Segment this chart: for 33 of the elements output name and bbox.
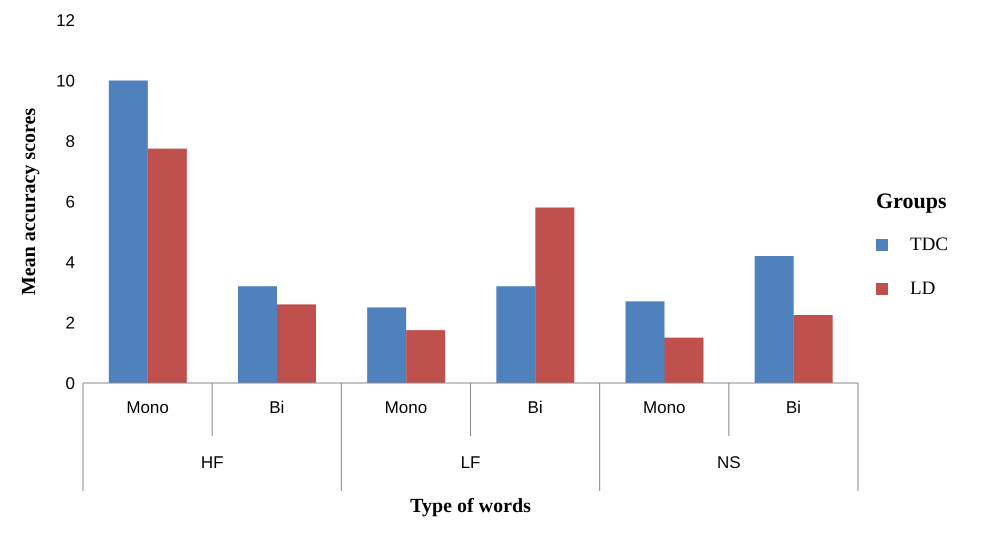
x-tick-label: Mono: [384, 398, 428, 417]
bar: [664, 338, 704, 383]
bar: [108, 80, 148, 383]
bar: [238, 286, 277, 383]
legend-label: LD: [910, 278, 936, 300]
y-tick-label: 4: [66, 253, 75, 272]
x-tick-label: Bi: [786, 398, 801, 417]
bar: [406, 330, 446, 383]
text: HF: [200, 453, 224, 472]
y-tick-label: 10: [56, 72, 75, 91]
y-tick-label: 8: [66, 132, 75, 152]
bar: [148, 148, 187, 383]
text: NS: [717, 453, 741, 472]
bar: [754, 256, 794, 383]
text: LF: [460, 453, 480, 472]
x-tick-label: Mono: [642, 398, 686, 417]
y-tick-label: 2: [66, 314, 75, 333]
bar: [626, 301, 664, 383]
legend-title: Groups: [876, 188, 948, 214]
bar: [367, 307, 406, 383]
y-tick-label: 0: [66, 374, 75, 394]
x-tick-label: Bi: [269, 398, 284, 417]
x-axis-title: Type of words: [410, 495, 532, 517]
y-tick-label: 6: [66, 192, 75, 212]
bar: [535, 208, 574, 383]
bar: [794, 314, 833, 383]
bar: [496, 286, 536, 383]
x-tick-label: Mono: [126, 398, 169, 417]
y-tick-label: 12: [56, 11, 75, 30]
y-axis-title: Mean accuracy scores: [18, 108, 40, 296]
x-tick-label: Bi: [528, 398, 543, 417]
legend-label: TDC: [910, 234, 948, 256]
bar: [277, 304, 316, 383]
